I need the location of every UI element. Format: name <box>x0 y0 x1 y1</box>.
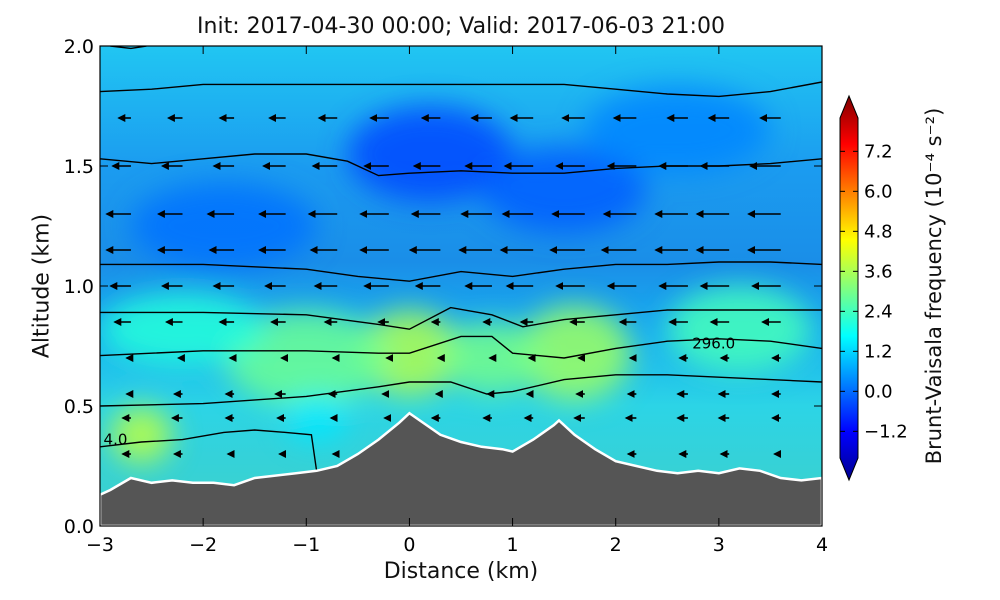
field-region <box>130 182 317 270</box>
colorbar: −1.2 0.0 1.2 2.4 3.6 4.8 6.0 7.2 <box>839 94 908 482</box>
field-region <box>584 86 771 174</box>
x-tick-label: −3 <box>86 534 114 556</box>
colorbar-tick-label: 7.2 <box>864 141 893 162</box>
chart-title: Init: 2017-04-30 00:00; Valid: 2017-06-0… <box>197 14 725 39</box>
colorbar-scale <box>839 94 859 482</box>
colorbar-tick-label: 4.8 <box>864 221 893 242</box>
x-tick-label: −1 <box>292 534 320 556</box>
x-tick-label: −2 <box>189 534 217 556</box>
colorbar-tick-label: 0.0 <box>864 381 893 402</box>
theta-contour-line <box>100 335 822 359</box>
theta-contour-line <box>100 306 822 330</box>
x-tick-label: 1 <box>507 534 519 556</box>
colorbar-tick-label: 6.0 <box>864 181 893 202</box>
theta-contour-line <box>100 261 822 282</box>
colorbar-tick-label: 1.2 <box>864 341 893 362</box>
contour-label: 296.0 <box>692 335 735 353</box>
theta-contour-line <box>100 81 822 98</box>
y-tick-label: 1.0 <box>64 276 94 298</box>
y-tick-label: 2.0 <box>64 36 94 58</box>
theta-contour-line <box>100 153 822 177</box>
colorbar-tick-label: 3.6 <box>864 261 893 282</box>
field-region <box>347 106 513 202</box>
field-region <box>100 293 266 366</box>
field-region <box>285 394 348 442</box>
x-tick-label: 2 <box>610 534 622 556</box>
theta-contour-line <box>100 429 318 471</box>
field-region <box>667 286 812 373</box>
y-axis-label: Altitude (km) <box>29 213 55 359</box>
x-axis-label: Distance (km) <box>383 559 539 584</box>
y-tick-label: 1.5 <box>64 156 94 178</box>
colorbar-tick-label: 2.4 <box>864 301 893 322</box>
field-region <box>517 305 632 402</box>
y-tick-label: 0.5 <box>64 396 94 418</box>
theta-contour-line <box>110 46 147 50</box>
colorbar-label: Brunt-Vaisala frequency (10⁻⁴ s⁻²) <box>922 107 946 465</box>
x-tick-label: 3 <box>713 534 725 556</box>
y-tick-label: 0.0 <box>64 516 94 538</box>
terrain <box>100 411 822 526</box>
contour-label: 4.0 <box>104 431 128 449</box>
colorbar-tick-label: −1.2 <box>864 421 908 442</box>
theta-contour-line <box>100 374 822 407</box>
x-tick-label: 0 <box>403 534 415 556</box>
field-region <box>223 310 389 406</box>
x-tick-label: 4 <box>816 534 828 556</box>
